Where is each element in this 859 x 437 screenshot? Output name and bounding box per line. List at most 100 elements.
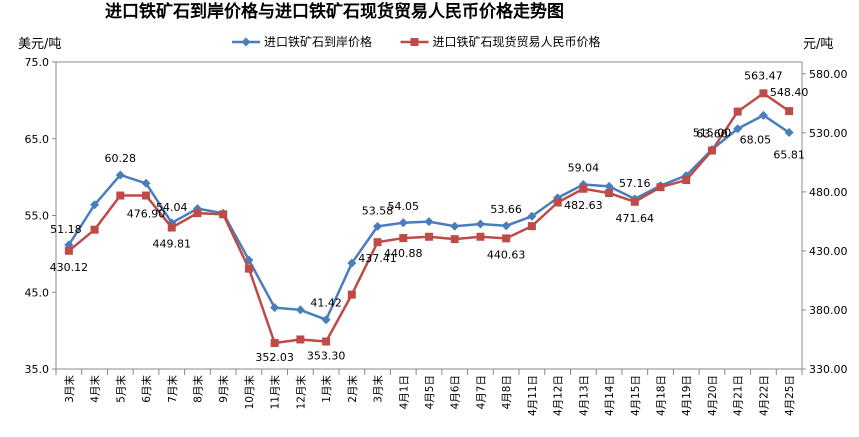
x-category-label: 6月末 bbox=[140, 375, 153, 403]
data-point bbox=[295, 305, 305, 315]
data-label: 515.00 bbox=[693, 127, 732, 140]
legend: 进口铁矿石到岸价格 进口铁矿石现货贸易人民币价格 bbox=[232, 34, 601, 49]
x-category-label: 4月6日 bbox=[450, 375, 462, 409]
x-category-label: 4月末 bbox=[89, 375, 102, 403]
data-point bbox=[373, 238, 382, 247]
data-point bbox=[167, 223, 176, 232]
data-point bbox=[784, 128, 794, 138]
y-left-tick-label: 35.0 bbox=[25, 363, 50, 376]
data-label: 60.28 bbox=[105, 152, 137, 165]
data-point bbox=[321, 315, 331, 325]
data-point bbox=[785, 107, 794, 116]
data-point bbox=[630, 197, 639, 206]
y-right-tick-label: 480.00 bbox=[809, 186, 848, 199]
data-point bbox=[270, 338, 279, 347]
data-label: 437.41 bbox=[358, 252, 397, 265]
y-left-tick-label: 65.0 bbox=[25, 133, 50, 146]
x-category-label: 4月21日 bbox=[733, 375, 745, 416]
data-point bbox=[141, 178, 151, 188]
data-point bbox=[424, 217, 434, 227]
data-label: 449.81 bbox=[153, 238, 192, 251]
data-label: 440.88 bbox=[384, 247, 423, 260]
data-label: 352.03 bbox=[255, 351, 294, 364]
data-point bbox=[476, 232, 485, 241]
data-point bbox=[502, 234, 511, 243]
data-point bbox=[733, 107, 742, 116]
data-point bbox=[296, 335, 305, 344]
data-point bbox=[115, 170, 125, 180]
data-label: 65.81 bbox=[773, 149, 805, 162]
x-category-label: 4月18日 bbox=[656, 375, 668, 416]
legend-marker bbox=[410, 38, 419, 46]
right-axis-unit: 元/吨 bbox=[803, 37, 833, 52]
data-point bbox=[90, 200, 100, 210]
data-point bbox=[373, 221, 383, 231]
legend-label: 进口铁矿石现货贸易人民币价格 bbox=[433, 34, 601, 49]
data-point bbox=[450, 235, 459, 244]
data-label: 440.63 bbox=[487, 248, 526, 261]
data-label: 476.90 bbox=[127, 208, 166, 221]
data-point bbox=[116, 191, 125, 200]
data-label: 53.58 bbox=[362, 204, 394, 217]
data-label: 68.05 bbox=[740, 133, 772, 146]
x-category-label: 9月末 bbox=[217, 375, 230, 403]
x-category-label: 4月15日 bbox=[630, 375, 642, 416]
data-point bbox=[605, 189, 614, 198]
x-category-label: 4月13日 bbox=[578, 375, 590, 416]
data-point bbox=[322, 337, 331, 346]
x-category-label: 8月末 bbox=[191, 375, 204, 403]
data-point bbox=[244, 264, 253, 273]
data-label: 57.16 bbox=[619, 177, 651, 190]
x-category-label: 4月11日 bbox=[527, 375, 539, 416]
data-point bbox=[347, 290, 356, 299]
data-point bbox=[579, 184, 588, 193]
legend-marker bbox=[241, 37, 251, 47]
data-point bbox=[527, 211, 537, 221]
data-label: 563.47 bbox=[744, 69, 783, 82]
y-right-tick-label: 580.00 bbox=[809, 68, 848, 81]
data-point bbox=[193, 209, 202, 218]
data-label: 471.64 bbox=[616, 212, 655, 225]
x-category-label: 3月末 bbox=[63, 375, 76, 403]
data-point bbox=[759, 89, 768, 98]
data-point bbox=[142, 191, 151, 200]
chart-title: 进口铁矿石到岸价格与进口铁矿石现货贸易人民币价格走势图 bbox=[105, 1, 564, 22]
x-category-label: 11月末 bbox=[269, 375, 282, 410]
left-axis-unit: 美元/吨 bbox=[18, 37, 61, 52]
data-point bbox=[682, 176, 691, 185]
data-label: 41.42 bbox=[310, 297, 342, 310]
data-point bbox=[347, 258, 357, 268]
data-point bbox=[475, 219, 485, 229]
series-layer bbox=[64, 89, 794, 347]
x-category-label: 4月19日 bbox=[681, 375, 693, 416]
data-label: 353.30 bbox=[307, 349, 346, 362]
data-label: 430.12 bbox=[50, 261, 89, 274]
data-point bbox=[90, 225, 99, 234]
data-point bbox=[501, 221, 511, 231]
data-label: 51.18 bbox=[50, 223, 82, 236]
data-point bbox=[64, 246, 73, 255]
y-right-tick-label: 430.00 bbox=[809, 245, 848, 258]
data-point bbox=[553, 198, 562, 207]
data-label: 548.40 bbox=[770, 86, 809, 99]
x-category-label: 10月末 bbox=[243, 375, 256, 410]
data-point bbox=[758, 110, 768, 120]
data-point bbox=[219, 210, 228, 219]
x-category-label: 4月14日 bbox=[604, 375, 616, 416]
data-label: 54.05 bbox=[388, 200, 420, 213]
x-category-label: 12月末 bbox=[294, 375, 307, 410]
data-point bbox=[656, 183, 665, 192]
x-category-label: 4月1日 bbox=[398, 375, 410, 409]
data-label: 54.04 bbox=[156, 201, 188, 214]
x-category-label: 7月末 bbox=[166, 375, 179, 403]
data-label: 59.04 bbox=[568, 161, 600, 174]
x-category-label: 4月12日 bbox=[553, 375, 565, 416]
x-category-label: 4月5日 bbox=[424, 375, 436, 409]
x-category-label: 4月25日 bbox=[784, 375, 796, 416]
data-point bbox=[527, 222, 536, 231]
x-category-label: 4月20日 bbox=[707, 375, 719, 416]
y-left-tick-label: 75.0 bbox=[25, 56, 50, 69]
x-category-label: 5月末 bbox=[114, 375, 127, 403]
